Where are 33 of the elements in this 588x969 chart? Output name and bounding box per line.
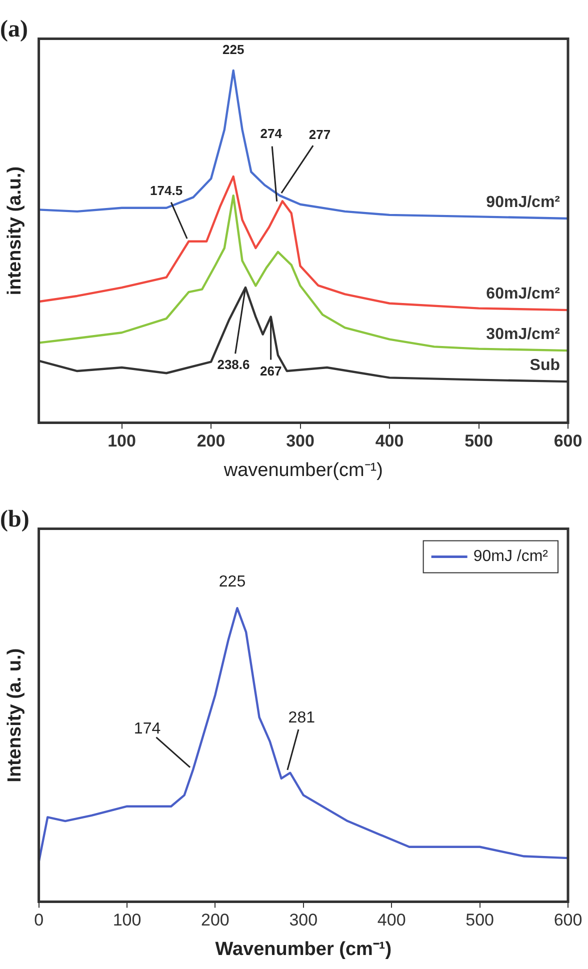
x-tick-label: 600 [554, 432, 582, 451]
x-axis-title: Wavenumber (cm⁻¹) [215, 938, 392, 960]
x-tick-label: 200 [201, 910, 230, 930]
x-tick-label: 300 [289, 910, 318, 930]
annotation: 174 [134, 720, 161, 738]
annotation: 277 [308, 127, 331, 142]
x-tick-label: 200 [196, 432, 226, 451]
series-label: 90mJ/cm² [486, 194, 560, 211]
x-tick-label: 500 [466, 910, 494, 930]
x-tick-label: 100 [108, 432, 136, 451]
chart-title: (b) [0, 506, 30, 533]
x-axis-title: wavenumber(cm⁻¹) [222, 460, 383, 481]
x-tick-label: 100 [112, 910, 142, 930]
annotation: 225 [218, 574, 246, 591]
series-label: Sub [530, 356, 560, 374]
x-tick-label: 400 [375, 432, 404, 451]
annotation: 274 [260, 126, 283, 141]
x-tick-label: 300 [286, 432, 314, 451]
annotation: 238.6 [217, 357, 250, 372]
x-tick-label: 0 [34, 910, 44, 930]
annotation: 225 [222, 42, 244, 58]
chart-title: (a) [0, 16, 28, 43]
annotation: 174.5 [150, 182, 183, 198]
series-label: 60mJ/cm² [486, 285, 560, 302]
annotation: 281 [288, 709, 316, 726]
y-axis-title: intensity (a.u.) [4, 166, 26, 296]
x-tick-label: 400 [377, 910, 406, 930]
x-tick-label: 600 [554, 910, 582, 930]
x-tick-label: 500 [464, 432, 493, 451]
legend-label: 90mJ /cm² [473, 548, 549, 566]
y-axis-title: Intensity (a. u.) [4, 648, 26, 782]
series-label: 30mJ/cm² [486, 326, 560, 343]
annotation: 267 [260, 363, 282, 378]
